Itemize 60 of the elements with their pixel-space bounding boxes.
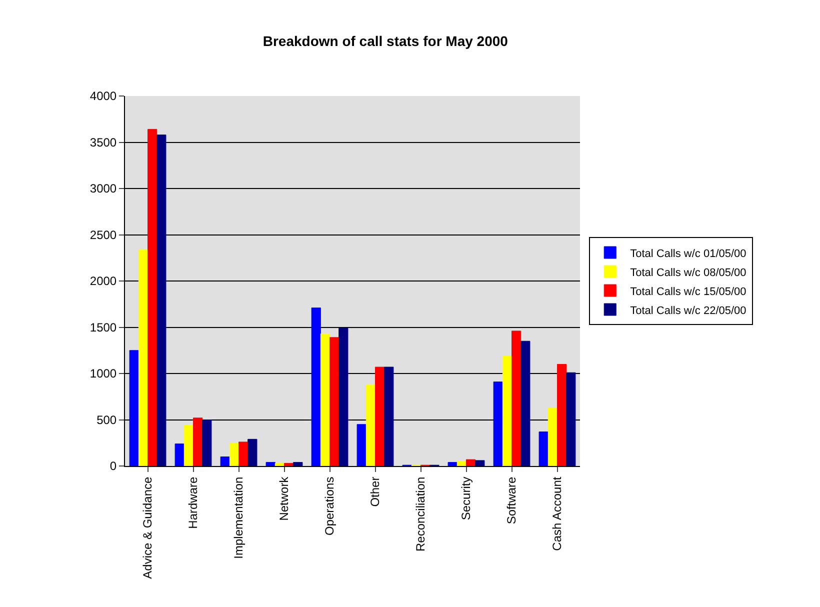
bar [284,462,294,466]
bar [320,333,330,466]
x-tick-label: Network [277,476,292,521]
y-tick-label: 0 [110,459,117,474]
bar [156,134,166,466]
bar [248,438,258,466]
bar [356,424,366,466]
y-tick-label: 1500 [90,320,117,334]
bar [502,356,512,466]
bar [193,418,203,466]
y-tick-label: 1000 [90,366,117,381]
bar [493,382,503,466]
x-tick-label: Security [459,476,474,520]
y-tick-label: 2500 [90,228,117,242]
bar [202,420,212,466]
x-tick-label: Cash Account [550,476,564,551]
bar [293,462,303,466]
legend-label: Total Calls w/c 22/05/00 [630,304,746,317]
bar [311,308,321,466]
bar [466,459,476,466]
y-tick-label: 3500 [90,135,117,150]
bar [456,461,466,466]
x-tick-label: Reconciliation [414,476,428,552]
bar [229,442,239,466]
bar [220,456,230,466]
bar [538,432,548,466]
bar [274,462,284,466]
legend-label: Total Calls w/c 01/05/00 [630,248,746,260]
x-tick-label: Implementation [232,476,246,559]
bar [184,425,194,466]
bar [520,340,530,466]
bar [138,249,148,466]
bar [174,444,184,466]
y-tick-label: 2000 [90,274,117,288]
y-tick-label: 4000 [90,89,117,104]
bar [375,366,385,466]
bar [366,384,376,466]
bar [566,372,576,466]
bar [512,330,522,466]
x-tick-label: Operations [322,476,337,536]
bar [129,350,139,466]
legend-label: Total Calls w/c 15/05/00 [630,286,746,298]
legend-label: Total Calls w/c 08/05/00 [630,266,746,279]
x-tick-label: Software [504,476,519,524]
bar [148,129,158,466]
bar [448,462,458,466]
bar [557,364,567,466]
chart-title: Breakdown of call stats for May 2000 [262,33,508,50]
bar [384,366,394,466]
bar [330,337,340,466]
bar [475,460,485,466]
y-tick-label: 500 [96,412,117,427]
bar [338,328,348,466]
x-tick-label: Advice & Guidance [140,476,155,579]
bar [266,462,276,466]
bar [548,407,558,466]
x-tick-label: Hardware [186,476,200,529]
x-tick-label: Other [368,476,382,507]
y-tick-label: 3000 [90,182,117,196]
bar [238,442,248,466]
